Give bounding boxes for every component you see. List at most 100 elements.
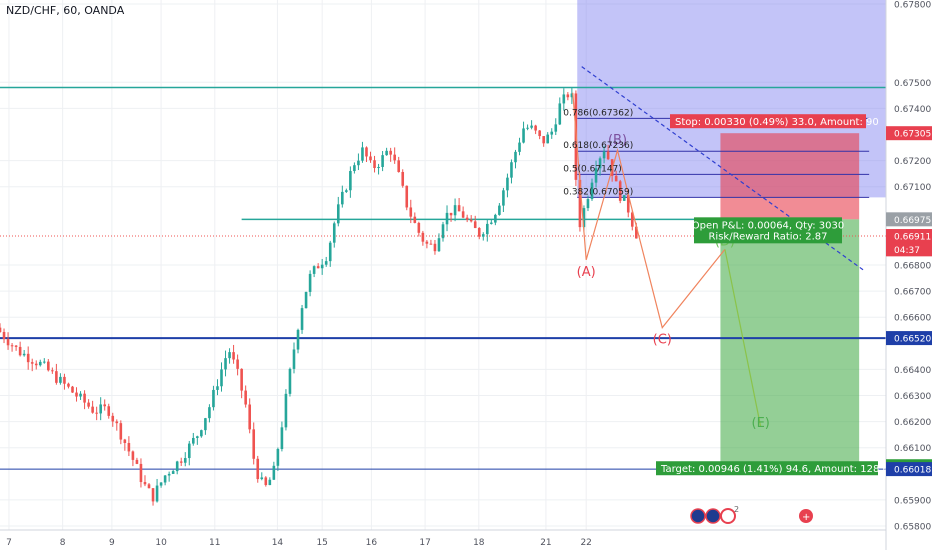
candle-body	[99, 404, 102, 414]
candle-body	[183, 458, 187, 463]
candle-body	[324, 261, 328, 265]
candle-body	[248, 404, 251, 430]
candle-body	[143, 482, 147, 485]
target-label: Target: 0.00946 (1.41%) 94.6, Amount: 12…	[660, 464, 895, 475]
candle-body	[103, 404, 107, 407]
time-axis[interactable]: 7 8 9 10 11 14 15 16 17 18 21 22	[0, 529, 886, 548]
swiss-cross-icon: +	[802, 512, 810, 523]
x-tick-label: 7	[6, 538, 12, 548]
candle-body	[196, 436, 199, 438]
candle-body	[461, 211, 465, 218]
candle-body	[445, 212, 449, 225]
x-tick-label: 11	[209, 538, 220, 548]
ch-flag-icon	[799, 509, 813, 523]
fib-level-label: 0.382(0.67059)	[563, 187, 633, 197]
candle-body	[614, 175, 618, 182]
event-count: 2	[734, 505, 739, 514]
x-tick-label: 16	[366, 538, 378, 548]
candle-body	[405, 185, 409, 208]
candle-body	[244, 390, 247, 405]
y-tick-label: 0.67100	[894, 183, 931, 193]
candle-body	[300, 308, 304, 330]
candle-body	[264, 477, 268, 486]
candle-body	[538, 130, 541, 137]
candle-body	[232, 352, 235, 360]
candle-body	[87, 402, 90, 407]
candle-body	[75, 392, 78, 397]
axis-background	[886, 0, 932, 550]
candle-body	[256, 458, 260, 480]
y-tick-label: 0.67800	[894, 1, 931, 11]
candle-body	[111, 415, 115, 422]
candle-body	[119, 423, 123, 440]
candle-body	[506, 177, 509, 191]
event-icons[interactable]: 2 +	[690, 505, 813, 524]
candle-body	[155, 485, 159, 502]
candle-body	[139, 463, 143, 483]
y-tick-label: 0.66200	[894, 418, 931, 428]
candle-body	[292, 349, 296, 369]
pattern-point-label: (E)	[752, 416, 770, 431]
candle-body	[397, 160, 400, 172]
candle-body	[151, 488, 155, 502]
candle-body	[518, 142, 521, 152]
candle-body	[316, 266, 320, 269]
candle-body	[135, 459, 139, 464]
y-tick-label: 0.67400	[894, 105, 931, 115]
candle-body	[598, 158, 602, 169]
candle-body	[224, 358, 227, 370]
candle-body	[216, 386, 219, 390]
candle-body	[59, 376, 62, 383]
candle-body	[510, 162, 513, 178]
pattern-cd-line	[630, 204, 726, 329]
candle-body	[288, 368, 292, 394]
candle-body	[618, 181, 622, 201]
candle-body	[51, 370, 54, 372]
price-tag-box	[886, 212, 932, 227]
candle-body	[578, 179, 582, 228]
candle-body	[433, 243, 437, 252]
candle-body	[79, 393, 82, 397]
candle-body	[55, 371, 58, 383]
candle-body	[562, 94, 566, 104]
candle-body	[357, 160, 360, 166]
fib-level-label: 0.5(0.67147)	[563, 164, 622, 174]
candle-body	[425, 241, 429, 244]
candle-body	[530, 125, 533, 128]
candle-body	[526, 127, 529, 129]
candle-body	[26, 353, 30, 363]
candle-body	[377, 166, 380, 169]
candle-body	[385, 150, 388, 156]
y-tick-label: 0.65900	[894, 496, 931, 506]
x-tick-label: 17	[419, 538, 430, 548]
pattern-de-line	[724, 249, 762, 427]
candle-body	[602, 151, 606, 159]
target-zone	[720, 219, 860, 467]
candle-body	[30, 362, 34, 364]
candle-body	[477, 228, 481, 237]
target-label-box	[656, 461, 878, 476]
y-tick-label: 0.66100	[894, 444, 931, 454]
y-tick-label: 0.66300	[894, 392, 931, 402]
candle-body	[449, 212, 453, 216]
candle-body	[486, 223, 489, 235]
candle-body	[127, 442, 131, 452]
candle-body	[228, 352, 231, 359]
candle-body	[490, 222, 493, 224]
candle-body	[187, 443, 191, 459]
candle-body	[260, 477, 264, 480]
candle-body	[34, 363, 38, 366]
candle-body	[453, 205, 457, 216]
price-axis[interactable]: 0.67800 0.67500 0.67400 0.67200 0.67100 0.668…	[885, 0, 932, 550]
candle-body	[63, 376, 66, 384]
candle-body	[332, 223, 336, 243]
candle-body	[167, 473, 171, 476]
price-tag: 0.66018	[894, 466, 931, 476]
candle-body	[606, 151, 610, 160]
candle-body	[123, 439, 127, 443]
candle-body	[204, 418, 207, 431]
candle-body	[566, 94, 570, 98]
fib-level-label: 0.618(0.67236)	[563, 141, 633, 151]
candle-body	[341, 191, 344, 205]
